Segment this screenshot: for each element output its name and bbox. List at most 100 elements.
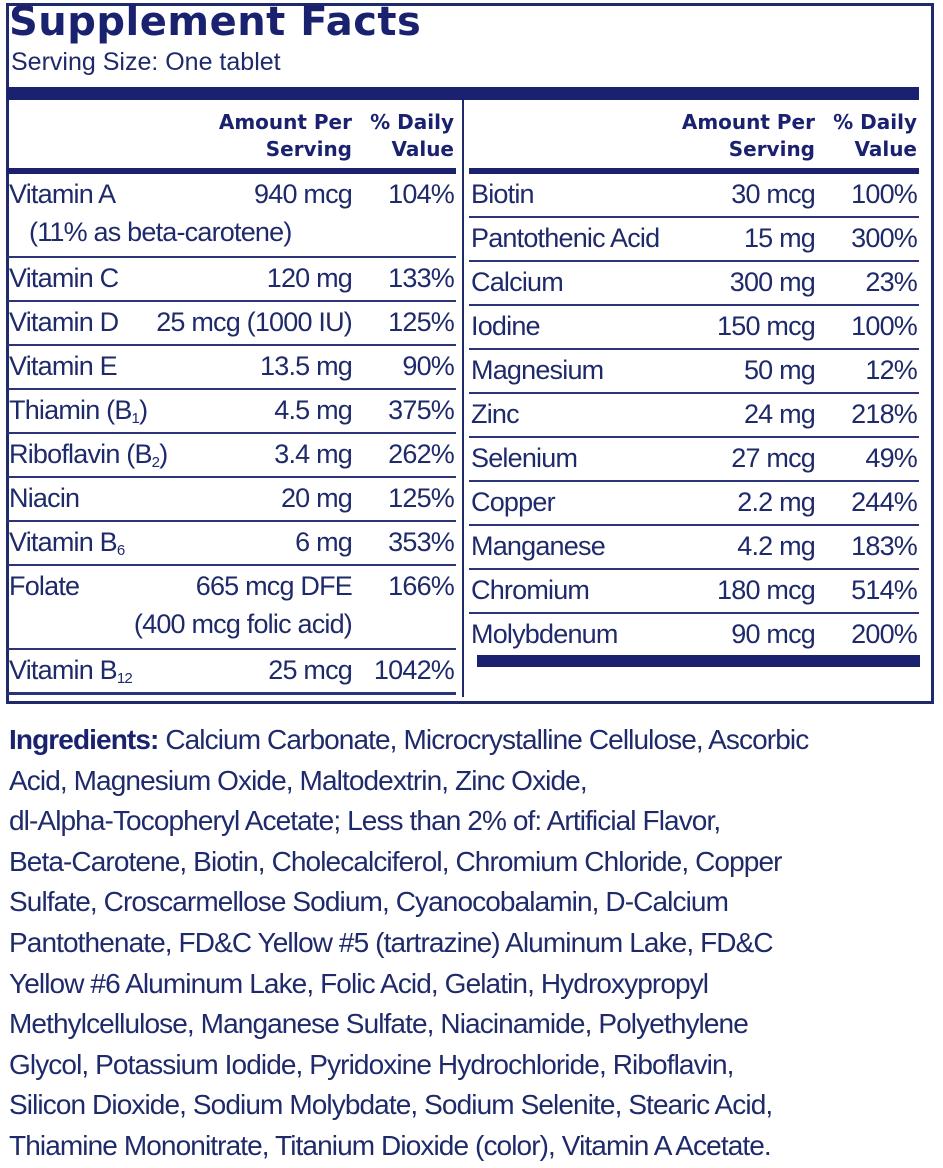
- nutrient-row-niacin: Niacin 20 mg 125%: [7, 478, 456, 522]
- column-header: Amount Per Serving % Daily Value: [7, 100, 456, 168]
- nutrient-row-copper: Copper 2.2 mg 244%: [469, 482, 919, 526]
- nutrient-dv: 12%: [865, 355, 917, 385]
- nutrient-name: Chromium: [471, 575, 590, 605]
- nutrient-amount: 4.5 mg: [274, 395, 353, 425]
- nutrient-name: Iodine: [471, 311, 541, 341]
- ingredients-line: Sulfate, Croscarmellose Sodium, Cyanocob…: [9, 886, 729, 918]
- nutrient-amount: 27 mcg: [731, 443, 816, 473]
- nutrient-row-iodine: Iodine 150 mcg 100%: [469, 306, 919, 350]
- nutrient-dv: 1042%: [373, 655, 455, 685]
- nutrient-name: Vitamin B6: [9, 522, 125, 562]
- ingredients-line: Silicon Dioxide, Sodium Molybdate, Sodiu…: [9, 1089, 773, 1121]
- nutrient-row-magnesium: Magnesium 50 mg 12%: [469, 350, 919, 394]
- ingredients-label: Ingredients:: [9, 724, 159, 755]
- nutrient-row-vitamin-d: Vitamin D 25 mcg (1000 IU) 125%: [7, 302, 456, 346]
- nutrient-name: Thiamin (B1): [9, 390, 148, 430]
- nutrient-amount: 2.2 mg: [737, 487, 816, 517]
- nutrient-row-biotin: Biotin 30 mcg 100%: [469, 174, 919, 218]
- subscript: 6: [116, 542, 125, 559]
- nutrient-dv: 183%: [851, 531, 918, 561]
- nutrient-name: Magnesium: [471, 355, 604, 385]
- nutrient-row-vitamin-a: Vitamin A 940 mcg 104% (11% as beta-caro…: [7, 174, 456, 258]
- nutrient-dv: 375%: [388, 395, 455, 425]
- supplement-facts-panel: [6, 3, 934, 704]
- ingredients-line: Beta-Carotene, Biotin, Cholecalciferol, …: [9, 845, 782, 877]
- nutrient-amount: 4.2 mg: [737, 531, 816, 561]
- nutrient-amount: 3.4 mg: [274, 439, 353, 469]
- daily-value-header: % Daily Value: [370, 109, 454, 163]
- nutrient-dv: 353%: [388, 527, 455, 557]
- nutrient-dv: 100%: [851, 311, 918, 341]
- amount-header-line2: Serving: [728, 137, 815, 161]
- nutrient-name: Vitamin E: [9, 351, 118, 381]
- nutrient-dv: 218%: [851, 399, 918, 429]
- nutrient-name: Vitamin A: [9, 179, 116, 209]
- subscript: 1: [131, 410, 140, 427]
- nutrient-name: Zinc: [471, 399, 520, 429]
- top-thick-bar: [7, 87, 919, 100]
- ingredients-line: Thiamine Mononitrate, Titanium Dioxide (…: [9, 1129, 772, 1161]
- amount-header-line1: Amount Per: [681, 110, 815, 134]
- nutrient-amount: 20 mg: [280, 483, 353, 513]
- nutrient-dv: 262%: [388, 439, 455, 469]
- nutrient-row-riboflavin: Riboflavin (B2) 3.4 mg 262%: [7, 434, 456, 478]
- nutrient-dv: 166%: [388, 571, 455, 601]
- nutrient-dv: 300%: [851, 223, 918, 253]
- nutrient-amount: 90 mcg: [731, 619, 816, 649]
- amount-header-line2: Serving: [265, 137, 352, 161]
- nutrient-name: Manganese: [471, 531, 606, 561]
- serving-size: Serving Size: One tablet: [11, 48, 281, 76]
- header-bar: [7, 168, 456, 174]
- nutrient-row-zinc: Zinc 24 mg 218%: [469, 394, 919, 438]
- nutrient-amount: 15 mg: [743, 223, 816, 253]
- nutrient-amount: 25 mcg: [268, 655, 353, 685]
- nutrient-dv: 23%: [865, 267, 917, 297]
- left-nutrient-column: Amount Per Serving % Daily Value Vitamin…: [7, 100, 456, 695]
- ingredients-line: Pantothenate, FD&C Yellow #5 (tartrazine…: [9, 926, 774, 958]
- nutrient-row-chromium: Chromium 180 mcg 514%: [469, 570, 919, 614]
- right-nutrient-column: Amount Per Serving % Daily Value Biotin …: [469, 100, 919, 656]
- nutrient-name: Vitamin C: [9, 263, 119, 293]
- nutrient-row-vitamin-c: Vitamin C 120 mg 133%: [7, 258, 456, 302]
- nutrient-row-pantothenic-acid: Pantothenic Acid 15 mg 300%: [469, 218, 919, 262]
- name-text: Vitamin B: [9, 655, 118, 685]
- nutrient-dv: 125%: [388, 483, 455, 513]
- nutrient-amount-note: (400 mcg folic acid): [133, 609, 353, 639]
- ingredients-text: Calcium Carbonate, Microcrystalline Cell…: [158, 724, 809, 755]
- subscript: 2: [151, 454, 160, 471]
- daily-value-header: % Daily Value: [833, 109, 917, 163]
- nutrient-dv: 244%: [851, 487, 918, 517]
- dv-header-line1: % Daily: [833, 110, 917, 134]
- bottom-thick-bar: [477, 655, 920, 667]
- ingredients-line: Yellow #6 Aluminum Lake, Folic Acid, Gel…: [9, 967, 709, 999]
- subscript: 12: [116, 670, 133, 687]
- nutrient-dv: 104%: [388, 179, 455, 209]
- nutrient-name: Riboflavin (B2): [9, 434, 168, 474]
- nutrient-dv: 200%: [851, 619, 918, 649]
- nutrient-amount: 180 mcg: [717, 575, 816, 605]
- nutrient-name: Molybdenum: [471, 619, 618, 649]
- nutrient-dv: 133%: [388, 263, 455, 293]
- ingredients-line: Methylcellulose, Manganese Sulfate, Niac…: [9, 1008, 749, 1040]
- nutrient-row-calcium: Calcium 300 mg 23%: [469, 262, 919, 306]
- column-header: Amount Per Serving % Daily Value: [469, 100, 919, 168]
- column-divider: [462, 100, 464, 697]
- nutrient-dv: 514%: [851, 575, 918, 605]
- nutrient-row-vitamin-e: Vitamin E 13.5 mg 90%: [7, 346, 456, 390]
- nutrient-name: Folate: [9, 571, 80, 601]
- amount-per-serving-header: Amount Per Serving: [682, 109, 815, 163]
- name-text: Vitamin B: [9, 527, 118, 557]
- nutrient-note: (11% as beta-carotene): [29, 217, 292, 247]
- nutrient-amount: 24 mg: [743, 399, 816, 429]
- nutrient-amount: 150 mcg: [717, 311, 816, 341]
- name-suffix: ): [159, 439, 168, 469]
- name-text: Thiamin (B: [9, 395, 132, 425]
- nutrient-name: Niacin: [9, 483, 80, 513]
- nutrient-name: Copper: [471, 487, 556, 517]
- dv-header-line2: Value: [391, 137, 454, 161]
- nutrient-dv: 100%: [851, 179, 918, 209]
- nutrient-amount: 50 mg: [743, 355, 816, 385]
- nutrient-amount: 30 mcg: [731, 179, 816, 209]
- nutrient-name: Vitamin B12: [9, 650, 133, 690]
- nutrient-dv: 125%: [388, 307, 455, 337]
